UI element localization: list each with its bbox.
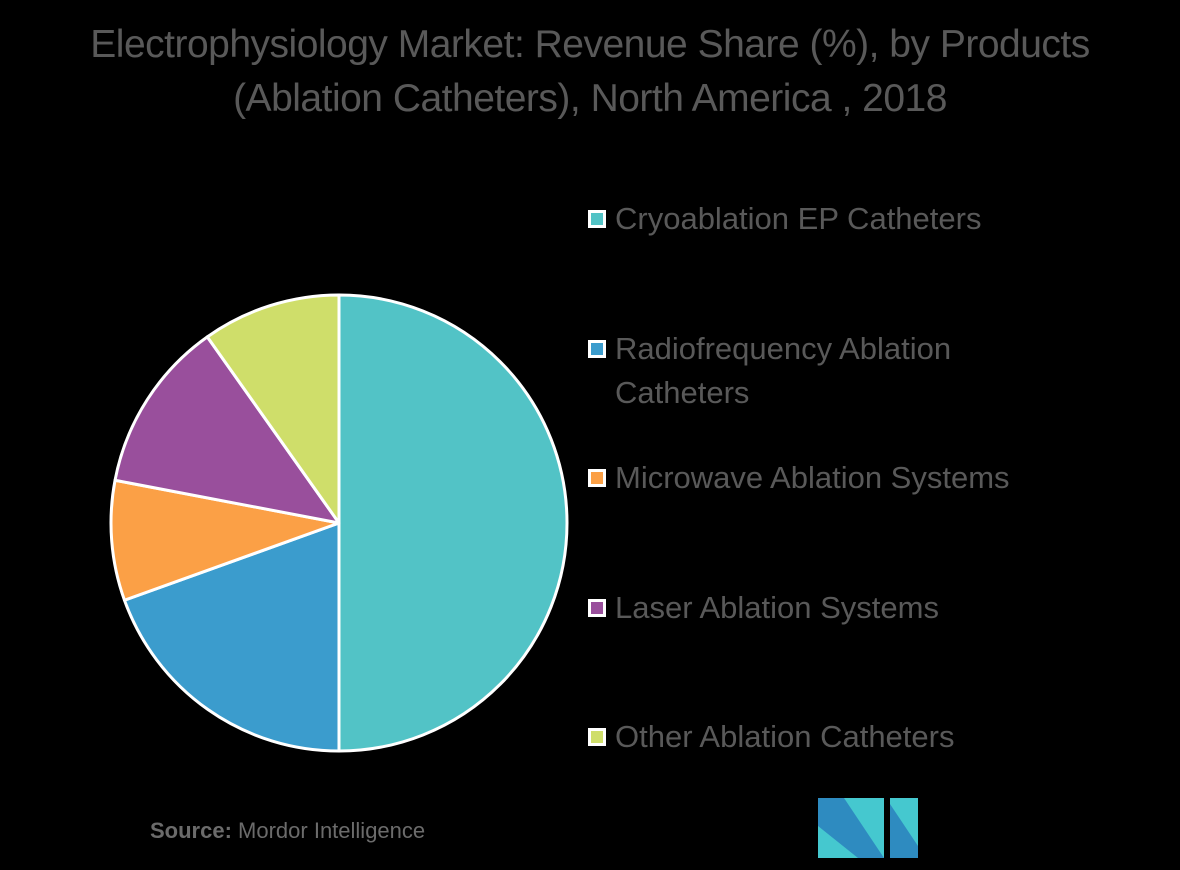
pie-chart — [104, 288, 574, 758]
pie-slice-cryoablation — [337, 293, 569, 753]
pie-slice-radiofrequency — [122, 521, 341, 753]
legend-label: Cryoablation EP Catheters — [615, 201, 982, 236]
legend-swatch-cryoablation — [588, 210, 606, 228]
pie-slice-laser — [113, 335, 341, 525]
legend-item-radiofrequency: Radiofrequency Ablation Catheters — [588, 327, 1015, 415]
source-prefix: Source: — [150, 818, 232, 843]
chart-title-line-2: (Ablation Catheters), North America , 20… — [233, 77, 947, 120]
pie-chart-svg — [109, 293, 569, 753]
legend-label: Microwave Ablation Systems — [615, 460, 1010, 495]
chart-title-line-1: Electrophysiology Market: Revenue Share … — [90, 23, 1090, 66]
legend-swatch-laser — [588, 599, 606, 617]
pie-slice-microwave — [109, 478, 341, 602]
legend-label: Radiofrequency Ablation Catheters — [615, 331, 952, 410]
legend-label: Laser Ablation Systems — [615, 590, 939, 625]
mordor-intelligence-logo-icon — [818, 798, 918, 858]
legend-item-cryoablation: Cryoablation EP Catheters — [588, 197, 1085, 241]
legend-swatch-other — [588, 728, 606, 746]
chart-legend: Cryoablation EP Catheters Radiofrequency… — [588, 0, 1148, 870]
legend-label: Other Ablation Catheters — [615, 719, 955, 754]
source-text: Mordor Intelligence — [231, 818, 426, 843]
legend-swatch-radiofrequency — [588, 340, 606, 358]
legend-item-microwave: Microwave Ablation Systems — [588, 456, 1085, 500]
chart-title: Electrophysiology Market: Revenue Share … — [0, 18, 1180, 126]
source-note: Source: Mordor Intelligence — [150, 818, 425, 844]
pie-slice-other — [205, 293, 341, 525]
legend-item-other: Other Ablation Catheters — [588, 715, 1085, 759]
legend-item-laser: Laser Ablation Systems — [588, 586, 1085, 630]
legend-swatch-microwave — [588, 469, 606, 487]
logo-svg — [818, 798, 918, 858]
